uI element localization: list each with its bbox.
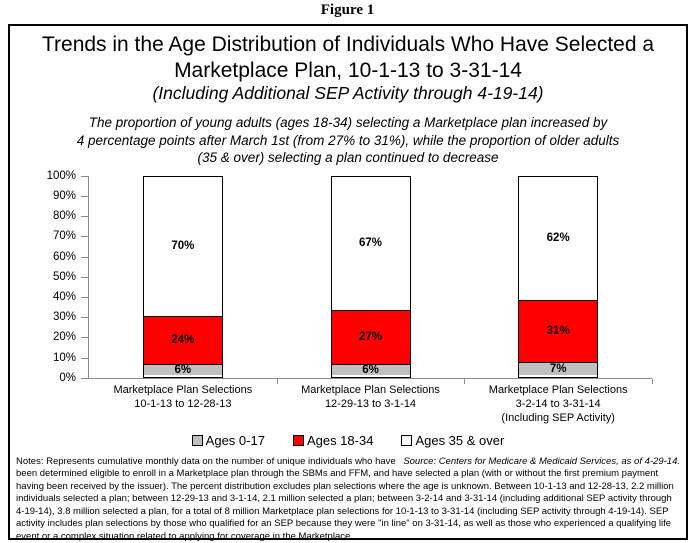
bar-slot: 67% 27% 6% — [277, 175, 465, 378]
chart-subtitle: The proportion of young adults (ages 18-… — [16, 114, 680, 167]
category-label-line: Marketplace Plan Selections — [301, 383, 440, 396]
y-axis-tick — [81, 216, 88, 218]
legend-item: Ages 18-34 — [292, 432, 374, 448]
category-label-line: 3-2-14 to 3-31-14 — [515, 397, 601, 410]
category-label: Marketplace Plan Selections 3-2-14 to 3-3… — [464, 383, 652, 425]
legend-label: Ages 0-17 — [205, 432, 265, 448]
category-label: Marketplace Plan Selections 12-29-13 to 3… — [277, 383, 465, 425]
bar-segment-label: 67% — [358, 237, 383, 250]
bar-segment-label: 27% — [358, 331, 383, 344]
y-axis-label: 70% — [52, 230, 76, 243]
y-axis-tick — [81, 357, 88, 359]
category-label-line: Marketplace Plan Selections — [113, 383, 253, 396]
y-axis-tick — [81, 296, 88, 298]
y-axis-tick — [81, 317, 88, 319]
stacked-bar: 67% 27% 6% — [330, 175, 411, 378]
y-axis-tick — [81, 377, 88, 379]
notes: Source: Centers for Medicare & Medicaid … — [16, 456, 680, 543]
bar-segment-label: 62% — [546, 232, 570, 245]
y-axis-tick — [81, 256, 88, 258]
bar-segment: 6% — [143, 363, 222, 376]
legend-swatch — [292, 434, 304, 446]
chart-title-line1: Trends in the Age Distribution of Indivi… — [41, 33, 655, 56]
legend: Ages 0-17 Ages 18-34 Ages 35 & over — [16, 433, 680, 448]
y-axis-label: 10% — [52, 351, 76, 364]
bar-segment: 7% — [519, 361, 598, 375]
plot-area: 70% 24% 6% 67% 27% 6% 62% 31% 7% — [88, 175, 653, 384]
y-axis-label: 60% — [52, 250, 76, 263]
y-axis-label: 0% — [59, 371, 76, 384]
x-axis-tick — [276, 378, 278, 384]
main-box: Trends in the Age Distribution of Indivi… — [8, 24, 688, 543]
legend-label: Ages 35 & over — [415, 432, 505, 448]
y-axis-label: 50% — [52, 270, 76, 283]
y-axis-label: 30% — [52, 311, 76, 324]
bar-segment-label: 6% — [174, 363, 192, 376]
y-axis-label: 20% — [52, 331, 76, 344]
stacked-bar-chart: 0% 10% 20% 30% 40% 50% 60% 70% 80% 90% 100% 70% 24%… — [24, 170, 653, 384]
chart-subtitle-line3: (35 & over) selecting a plan continued t… — [197, 150, 499, 166]
y-axis-label: 80% — [52, 210, 76, 223]
category-label-line: Marketplace Plan Selections — [488, 383, 628, 396]
bar-segment-label: 70% — [171, 240, 195, 253]
source-text: Source: Centers for Medicare & Medicaid … — [403, 455, 680, 467]
x-axis-labels: Marketplace Plan Selections 10-1-13 to 12… — [89, 383, 652, 425]
x-axis-tick — [652, 378, 653, 384]
category-label-line: (Including SEP Activity) — [501, 411, 615, 424]
legend-item: Ages 0-17 — [191, 432, 265, 448]
y-axis-tick — [81, 337, 88, 339]
bar-segment: 70% — [143, 176, 222, 317]
x-axis-tick — [464, 378, 466, 384]
bar-segment: 6% — [331, 363, 410, 376]
bar-segment: 67% — [331, 176, 410, 311]
y-axis-label: 90% — [52, 189, 76, 202]
y-axis-tick — [81, 195, 88, 197]
category-label: Marketplace Plan Selections 10-1-13 to 12… — [89, 383, 277, 425]
legend-swatch — [191, 434, 203, 446]
bar-slot: 70% 24% 6% — [89, 175, 277, 378]
bar-segment: 31% — [519, 299, 598, 362]
bar-segment-label: 31% — [546, 325, 570, 338]
chart-title-paren: (Including Additional SEP Activity throu… — [152, 83, 544, 104]
y-axis-label: 100% — [46, 169, 76, 182]
chart-title-line2: Marketplace Plan, 10-1-13 to 3-31-14 — [174, 58, 522, 82]
legend-item: Ages 35 & over — [401, 433, 504, 448]
category-label-line: 12-29-13 to 3-1-14 — [324, 397, 417, 410]
y-axis-tick — [81, 175, 88, 177]
notes-text: Notes: Represents cumulative monthly dat… — [16, 455, 674, 542]
bar-segment: 27% — [331, 310, 410, 364]
bar-segment-label: 6% — [362, 363, 379, 376]
y-axis-label: 40% — [52, 290, 76, 303]
stacked-bar: 70% 24% 6% — [142, 175, 223, 378]
y-axis-tick — [81, 236, 88, 238]
bar-segment-label: 7% — [549, 362, 567, 375]
bar-segment-label: 24% — [171, 334, 195, 347]
legend-label: Ages 18-34 — [306, 432, 374, 448]
bar-segment: 24% — [143, 316, 222, 364]
y-axis-tick — [81, 276, 88, 278]
bar-slot: 62% 31% 7% — [464, 175, 652, 378]
y-axis: 0% 10% 20% 30% 40% 50% 60% 70% 80% 90% 100% — [24, 170, 88, 384]
chart-title: Trends in the Age Distribution of Indivi… — [16, 32, 680, 83]
chart-subtitle-line2: 4 percentage points after March 1st (fro… — [76, 132, 620, 148]
bar-segment: 62% — [519, 176, 598, 300]
chart-subtitle-line1: The proportion of young adults (ages 18-… — [88, 115, 608, 131]
stacked-bar: 62% 31% 7% — [518, 175, 599, 378]
legend-swatch — [401, 434, 413, 446]
figure-label: Figure 1 — [320, 2, 375, 18]
category-label-line: 10-1-13 to 12-28-13 — [134, 397, 232, 410]
